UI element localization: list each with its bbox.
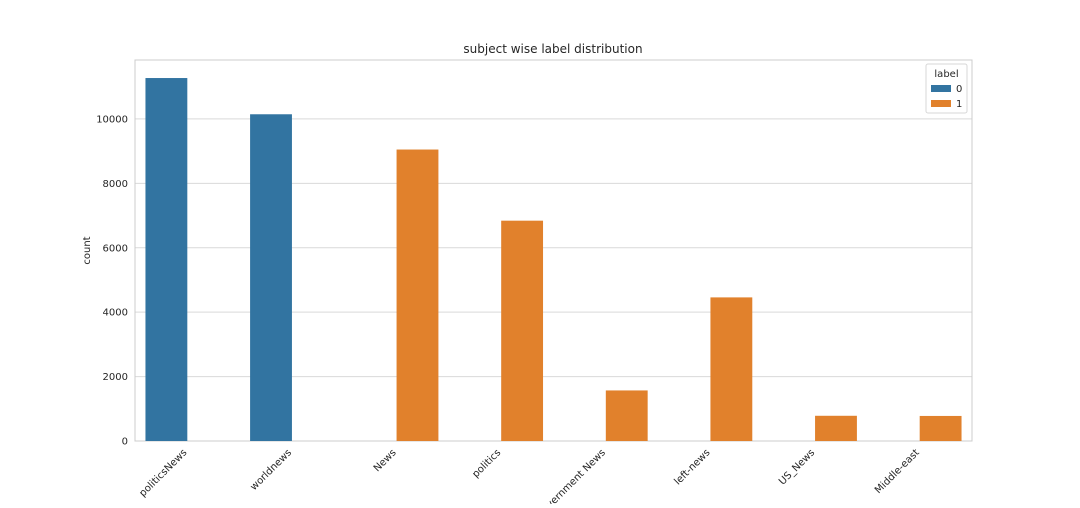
bar-1-5 — [710, 297, 753, 441]
chart-title: subject wise label distribution — [463, 42, 642, 56]
y-tick-label-5: 10000 — [96, 114, 128, 125]
bar-1-2 — [396, 149, 439, 441]
bars — [145, 78, 962, 442]
y-tick-label-1: 2000 — [103, 372, 128, 383]
bar-1-4 — [605, 390, 648, 441]
legend-swatch-1 — [931, 100, 951, 107]
bar-1-7 — [919, 415, 962, 441]
legend: label 0 1 — [925, 63, 968, 114]
y-tick-label-0: 0 — [122, 437, 128, 448]
y-tick-label-3: 6000 — [103, 243, 128, 254]
legend-label-0: 0 — [956, 84, 962, 95]
bar-1-3 — [501, 220, 544, 441]
legend-swatch-0 — [931, 85, 951, 92]
y-tick-label-2: 4000 — [103, 308, 128, 319]
y-axis-label: count — [82, 236, 93, 264]
plot-frame — [134, 59, 973, 442]
y-axis-ticks: 0 2000 4000 6000 8000 10000 — [96, 114, 128, 447]
y-tick-label-4: 8000 — [103, 179, 128, 190]
bar-0-0 — [145, 78, 188, 442]
legend-label-1: 1 — [956, 99, 962, 110]
legend-title: label — [934, 69, 958, 80]
bar-1-6 — [815, 415, 857, 441]
bar-0-1 — [250, 114, 292, 441]
